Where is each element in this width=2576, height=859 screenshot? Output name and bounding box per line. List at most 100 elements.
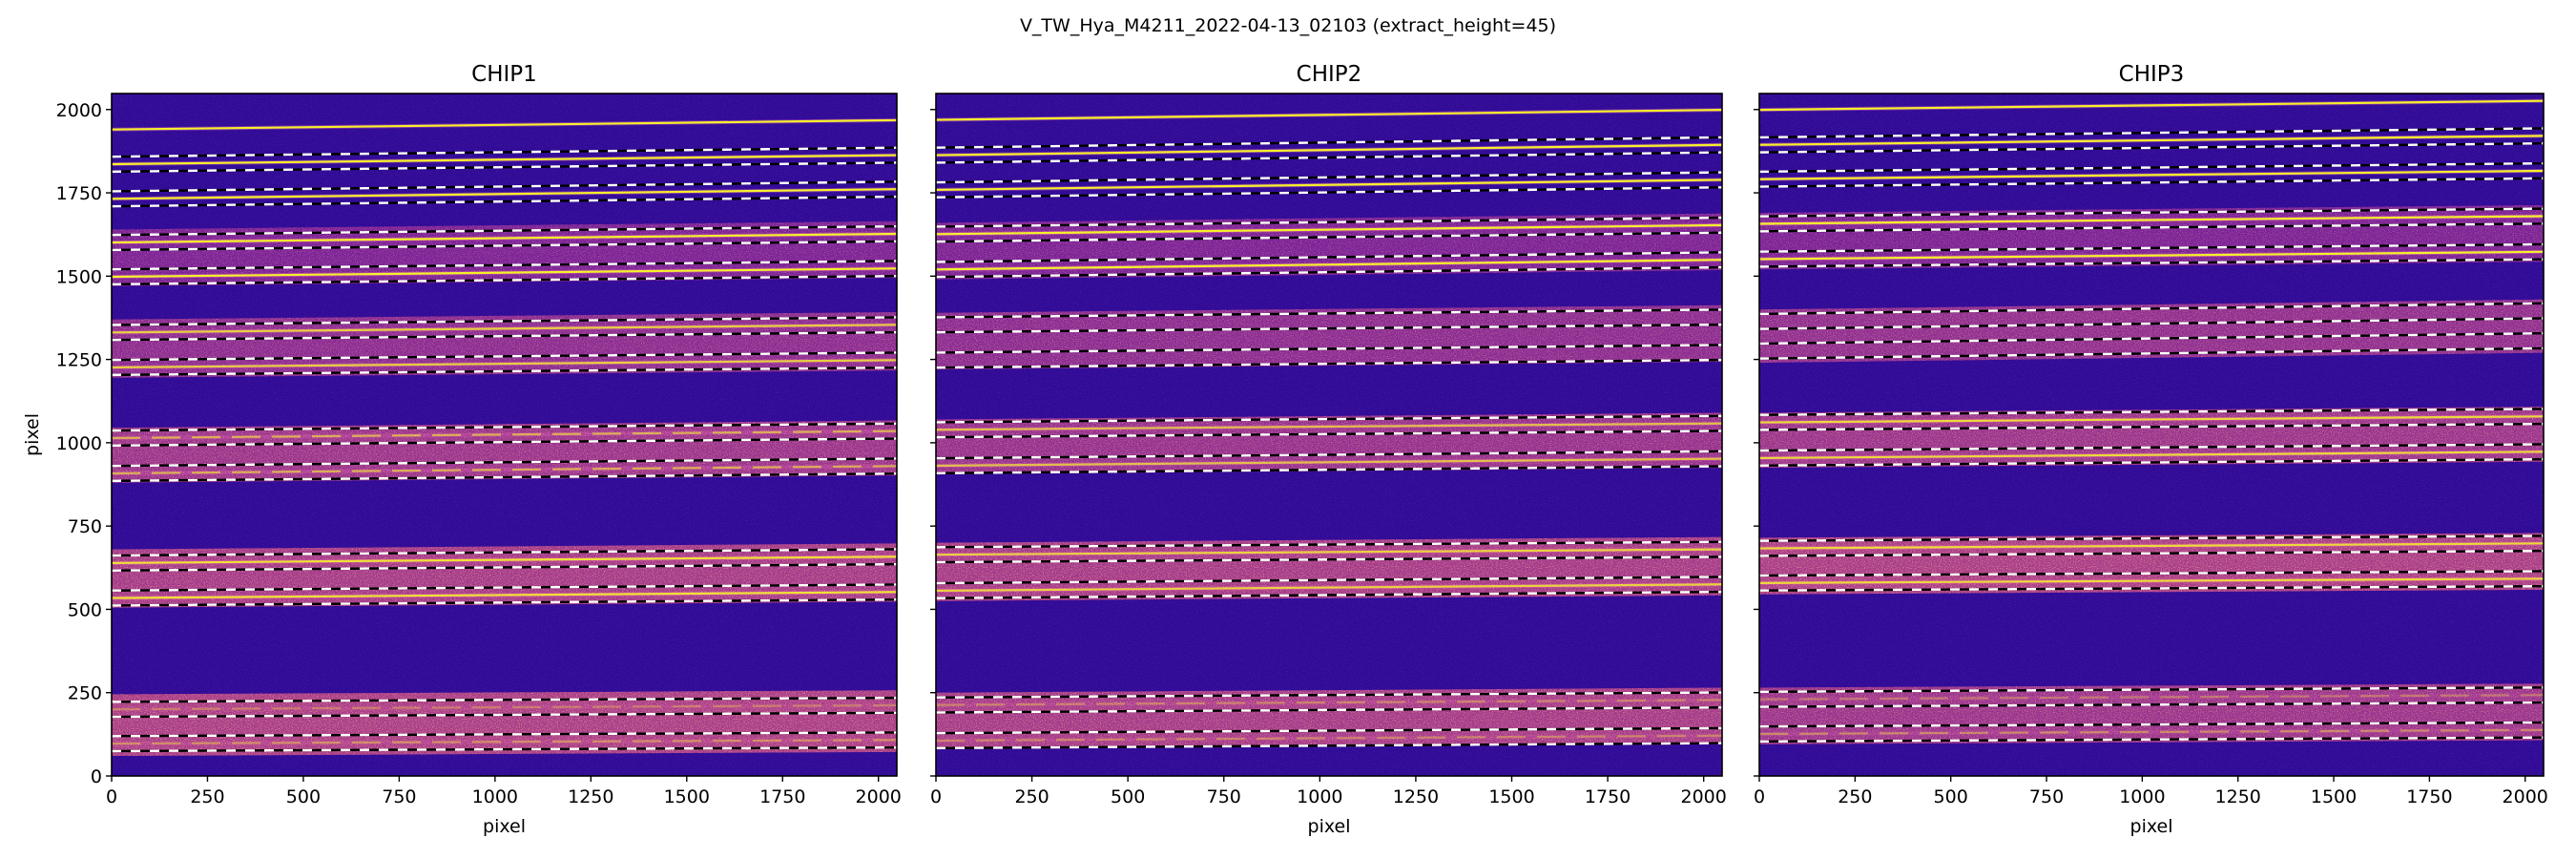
- y-tick-label: 0: [91, 766, 102, 787]
- x-tick-label: 1750: [1585, 786, 1631, 807]
- x-tick-label: 1000: [1297, 786, 1342, 807]
- y-tick-label: 750: [68, 516, 102, 537]
- extraction-limit-dash: [1759, 346, 2544, 360]
- band-speckle-group: [1759, 299, 2544, 364]
- extraction-limit-dash: [936, 308, 1722, 319]
- spectral-trace: [1759, 450, 2544, 460]
- extraction-limit-dash: [1759, 207, 2544, 218]
- spectral-trace: [936, 143, 1722, 157]
- extraction-limit-dash: [112, 583, 897, 592]
- spectral-trace: [936, 223, 1722, 236]
- panel-title: CHIP1: [471, 62, 537, 87]
- extraction-limit-dash: [936, 414, 1722, 424]
- x-tick-label: 1250: [568, 786, 613, 807]
- panel-chip1: CHIP1 0 250 500 750 1000 1250 1500 1750 2000 0 250 5…: [22, 62, 902, 837]
- trace-glow: [112, 738, 897, 746]
- extraction-limit-dash: [1759, 317, 2544, 330]
- extraction-limit-dash: [112, 597, 897, 607]
- spectral-trace: [112, 591, 897, 599]
- extraction-limit-dash: [112, 224, 897, 237]
- extraction-limit-dash: [1759, 570, 2544, 577]
- extraction-limit-dash: [936, 706, 1722, 714]
- trace-glow: [112, 702, 897, 712]
- spectral-trace: [936, 583, 1722, 592]
- extraction-limit-dash: [936, 540, 1722, 549]
- extraction-limit-dash: [936, 171, 1722, 184]
- image-area: [1759, 94, 2544, 776]
- spectral-trace: [1759, 542, 2544, 550]
- image-area: [112, 94, 897, 776]
- extraction-limit-dash: [112, 696, 897, 703]
- spectral-trace: [936, 178, 1722, 191]
- extraction-limit-dash: [112, 471, 897, 483]
- y-tick-label: 1000: [56, 433, 102, 454]
- x-tick-label: 1000: [472, 786, 518, 807]
- x-tick-label: 500: [1934, 786, 1968, 807]
- extraction-limit-dash: [936, 216, 1722, 228]
- extraction-limit-dash: [936, 186, 1722, 199]
- spectral-trace: [112, 118, 897, 131]
- x-tick-label: 1250: [1393, 786, 1439, 807]
- x-tick-label: 1750: [2406, 786, 2452, 807]
- extraction-limit-dash: [936, 231, 1722, 243]
- spectral-trace: [936, 699, 1722, 706]
- extraction-limit-dash: [1759, 736, 2544, 744]
- spectral-trace: [936, 109, 1722, 121]
- y-tick-label: 1750: [56, 183, 102, 204]
- x-axis-label: pixel: [483, 816, 526, 837]
- extraction-limit-dash: [936, 576, 1722, 585]
- extraction-limit-dash: [112, 274, 897, 286]
- extraction-limit-dash: [936, 323, 1722, 334]
- trace-glow: [1759, 727, 2544, 737]
- extraction-limit-dash: [112, 422, 897, 432]
- spectral-trace: [112, 188, 897, 200]
- x-tick-label: 750: [382, 786, 416, 807]
- extraction-limit-dash: [112, 366, 897, 377]
- extraction-limit-dash: [936, 251, 1722, 263]
- extraction-limit-dash: [1759, 443, 2544, 452]
- extraction-limit-dash: [1759, 701, 2544, 708]
- x-tick-label: 0: [930, 786, 942, 807]
- spectral-trace: [1759, 694, 2544, 701]
- spectral-trace: [1759, 415, 2544, 424]
- extraction-limit-dash: [936, 465, 1722, 475]
- extraction-limit-dash: [112, 240, 897, 252]
- x-tick-label: 1500: [1488, 786, 1534, 807]
- extraction-limit-dash: [112, 180, 897, 193]
- x-tick-label: 250: [1014, 786, 1049, 807]
- extraction-limit-dash: [1759, 161, 2544, 174]
- extraction-limit-dash: [1759, 222, 2544, 233]
- y-tick-label: 1500: [56, 266, 102, 287]
- x-tick-label: 250: [190, 786, 224, 807]
- extraction-limit-dash: [936, 265, 1722, 279]
- y-tick-label: 2000: [56, 100, 102, 121]
- x-tick-label: 1000: [2119, 786, 2165, 807]
- extraction-limit-dash: [1759, 331, 2544, 346]
- extraction-limit-dash: [936, 691, 1722, 699]
- spectral-trace: [112, 739, 897, 745]
- extraction-limit-dash: [1759, 721, 2544, 728]
- extraction-limit-dash: [936, 358, 1722, 369]
- spectral-trace: [1759, 99, 2544, 112]
- x-tick-label: 250: [1838, 786, 1872, 807]
- axes-frame: [935, 93, 1723, 777]
- extraction-limit-dash: [1759, 242, 2544, 253]
- trace-glow: [936, 698, 1722, 707]
- spectral-trace: [1759, 169, 2544, 180]
- spectral-trace: [112, 324, 897, 334]
- extraction-limit-dash: [936, 555, 1722, 564]
- extraction-limit-dash: [936, 742, 1722, 750]
- image-area: [936, 94, 1722, 776]
- extraction-limit-dash: [936, 450, 1722, 460]
- panel-title: CHIP3: [2119, 62, 2185, 87]
- extraction-limit-dash: [1759, 422, 2544, 431]
- spectral-trace: [112, 703, 897, 711]
- extraction-limit-dash: [112, 731, 897, 738]
- spectral-trace: [112, 359, 897, 369]
- trace-glow: [936, 733, 1722, 743]
- x-axis-label: pixel: [1308, 816, 1351, 837]
- spectral-trace: [112, 232, 897, 244]
- spectral-trace: [112, 267, 897, 279]
- band-speckle-group: [936, 687, 1722, 750]
